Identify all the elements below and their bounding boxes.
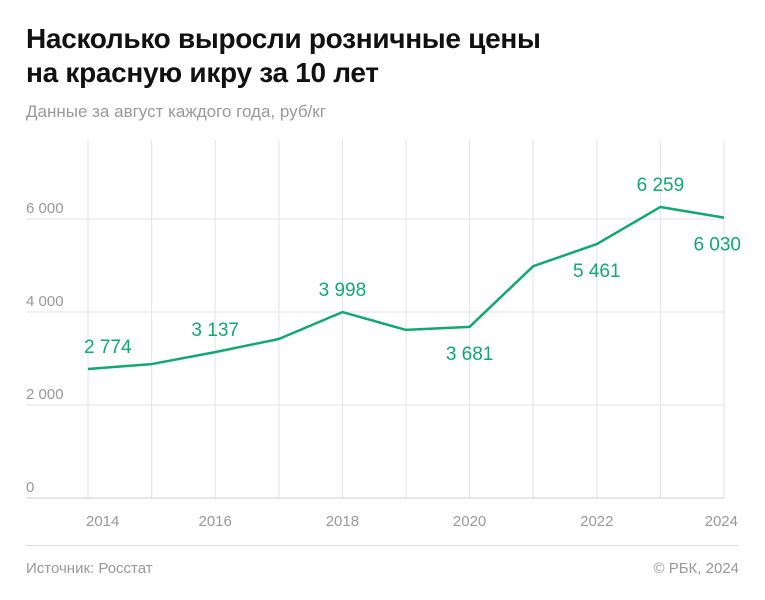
- data-label: 6 030: [693, 235, 741, 256]
- title-line-2: на красную икру за 10 лет: [26, 57, 379, 88]
- x-tick-label: 2014: [86, 513, 119, 530]
- footer-divider: [26, 545, 738, 546]
- y-tick-label: 6 000: [26, 200, 64, 217]
- data-label: 3 998: [319, 280, 367, 301]
- x-tick-label: 2024: [705, 513, 738, 530]
- chart-subtitle: Данные за август каждого года, руб/кг: [26, 102, 326, 121]
- x-tick-label: 2016: [199, 513, 232, 530]
- x-tick-label: 2018: [326, 513, 359, 530]
- chart-title: Насколько выросли розничные цены на крас…: [26, 22, 541, 90]
- data-label: 6 259: [637, 175, 685, 196]
- y-tick-label: 4 000: [26, 293, 64, 310]
- source-note: Источник: Росстат: [26, 560, 153, 577]
- data-label: 2 774: [84, 337, 132, 358]
- y-tick-label: 0: [26, 479, 34, 496]
- data-label: 5 461: [573, 261, 621, 282]
- data-label: 3 681: [446, 344, 494, 365]
- y-tick-label: 2 000: [26, 386, 64, 403]
- data-label: 3 137: [191, 320, 239, 341]
- title-line-1: Насколько выросли розничные цены: [26, 23, 541, 54]
- x-tick-label: 2022: [580, 513, 613, 530]
- copyright: © РБК, 2024: [653, 560, 739, 577]
- x-tick-label: 2020: [453, 513, 486, 530]
